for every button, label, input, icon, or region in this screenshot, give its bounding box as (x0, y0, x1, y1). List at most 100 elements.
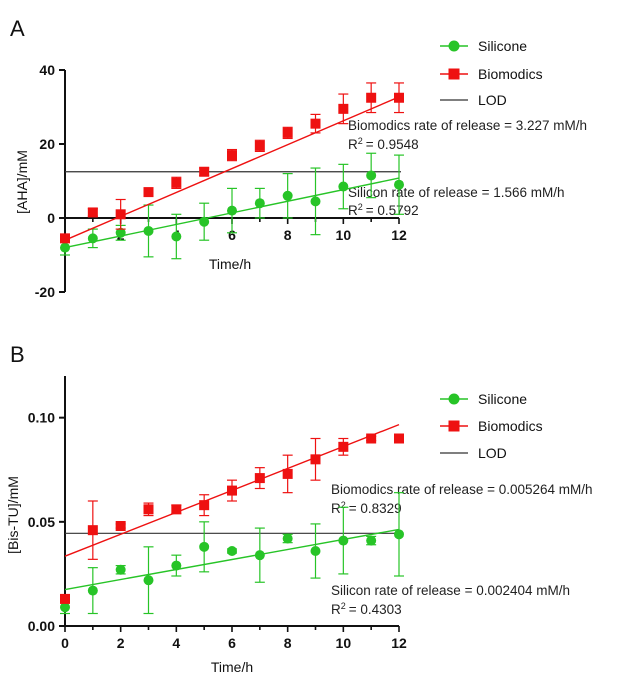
biomodics-point-b (143, 504, 154, 515)
panel-b-xlabel: Time/h (211, 659, 253, 675)
silicone-point-a (87, 233, 98, 244)
legend-biomodics-marker-b (448, 420, 460, 432)
biomodics-point-b (338, 441, 349, 452)
silicone-point-b (171, 560, 182, 571)
legend-silicone-marker-b (448, 393, 460, 405)
silicone-point-b (60, 602, 70, 613)
biomodics-point-a (199, 166, 210, 177)
panel-b: B 0.10 0.05 0.00 0 2 4 6 8 10 12 [Bis-TU]/mM Time… (5, 342, 593, 675)
silicone-point-a (143, 225, 154, 236)
biomodics-point-a (87, 207, 98, 218)
annotation-biomodics-rate-b: Biomodics rate of release = 0.005264 mM/… (331, 482, 593, 497)
biomodics-point-b (394, 433, 404, 444)
biomodics-point-a (254, 140, 265, 151)
legend-biomodics-marker-a (448, 68, 460, 80)
silicone-point-b (366, 535, 377, 546)
panel-b-legend: Silicone Biomodics LOD (440, 391, 543, 461)
y-tick-label-b: 0.00 (28, 618, 55, 634)
y-tick-label-b: 0.05 (28, 514, 55, 530)
biomodics-point-a (282, 127, 293, 138)
biomodics-point-b (199, 500, 210, 511)
annotation-silicon-r2-value-a: = 0.5792 (366, 203, 419, 218)
annotation-silicon-r2-a: R2 = 0.5792 (348, 202, 419, 218)
silicone-point-a (394, 179, 404, 190)
y-tick-label-a: 0 (47, 210, 55, 226)
y-tick-label-a: -20 (35, 284, 55, 300)
silicone-point-b (143, 575, 154, 586)
silicone-point-a (115, 227, 126, 238)
silicone-point-a (171, 231, 182, 242)
x-tick-label-a: 12 (391, 227, 407, 243)
biomodics-point-b (366, 433, 377, 444)
x-tick-label-b: 2 (117, 635, 125, 651)
silicone-point-b (394, 529, 404, 540)
legend-lod-label-a: LOD (478, 92, 507, 108)
panel-b-annotations: Biomodics rate of release = 0.005264 mM/… (331, 482, 593, 617)
silicone-fit-line-b (64, 528, 400, 591)
silicone-point-a (254, 198, 265, 209)
silicone-point-b (227, 546, 237, 556)
legend-silicone-label-a: Silicone (478, 38, 527, 54)
panel-a-legend: Silicone Biomodics LOD (440, 38, 543, 108)
x-tick-label-b: 4 (172, 635, 180, 651)
biomodics-point-b (87, 525, 98, 536)
annotation-silicon-r2-value-b: = 0.4303 (349, 602, 402, 617)
legend-biomodics-label-a: Biomodics (478, 66, 543, 82)
annotation-silicon-rate-a: Silicon rate of release = 1.566 mM/h (348, 185, 565, 200)
x-tick-label-a: 8 (284, 227, 292, 243)
y-tick-label-a: 20 (39, 136, 55, 152)
annotation-silicon-r2-b: R2 = 0.4303 (331, 601, 402, 617)
silicone-point-b (282, 533, 293, 544)
x-tick-label-b: 6 (228, 635, 236, 651)
silicone-point-a (227, 205, 237, 216)
silicone-point-a (338, 181, 349, 192)
silicone-point-b (254, 550, 265, 561)
legend-silicone-marker-a (448, 40, 460, 52)
silicone-point-b (115, 564, 126, 575)
x-tick-label-b: 8 (284, 635, 292, 651)
biomodics-point-a (310, 118, 321, 129)
x-tick-label-b: 12 (391, 635, 407, 651)
silicone-point-a (366, 170, 377, 181)
biomodics-point-a (366, 92, 377, 103)
panel-b-plot (60, 423, 404, 615)
x-tick-label-b: 0 (61, 635, 69, 651)
biomodics-point-b (254, 473, 265, 484)
silicone-point-b (199, 541, 210, 552)
x-tick-label-b: 10 (336, 635, 352, 651)
silicone-point-a (199, 216, 210, 227)
panel-a-annotations: Biomodics rate of release = 3.227 mM/h R… (348, 118, 587, 218)
biomodics-point-a (143, 187, 154, 198)
panel-a-label: A (10, 16, 25, 41)
silicone-point-b (310, 546, 321, 556)
silicone-point-a (60, 242, 70, 253)
biomodics-point-a (171, 177, 182, 188)
y-tick-label-b: 0.10 (28, 410, 55, 426)
legend-biomodics-label-b: Biomodics (478, 418, 543, 434)
annotation-biomodics-r2-a: R2 = 0.9548 (348, 136, 419, 152)
silicone-point-a (310, 196, 321, 207)
biomodics-point-a (338, 103, 349, 114)
x-tick-label-a: 6 (228, 227, 236, 243)
annotation-silicon-rate-b: Silicon rate of release = 0.002404 mM/h (331, 583, 570, 598)
silicone-point-b (87, 585, 98, 596)
panel-b-axes: 0.10 0.05 0.00 0 2 4 6 8 10 12 (28, 376, 407, 651)
legend-silicone-label-b: Silicone (478, 391, 527, 407)
annotation-biomodics-r2-value-a: = 0.9548 (366, 137, 419, 152)
y-tick-label-a: 40 (39, 62, 55, 78)
biomodics-point-b (282, 468, 293, 479)
biomodics-point-b (171, 504, 182, 515)
biomodics-point-b (310, 454, 321, 465)
biomodics-point-a (115, 209, 126, 220)
annotation-biomodics-rate-a: Biomodics rate of release = 3.227 mM/h (348, 118, 587, 133)
silicone-point-a (282, 190, 293, 201)
biomodics-point-b (60, 593, 70, 604)
biomodics-point-b (115, 521, 126, 531)
x-tick-label-a: 10 (336, 227, 352, 243)
panel-a-ylabel: [AHA]/mM (14, 150, 30, 214)
biomodics-point-a (227, 150, 237, 161)
silicone-point-b (338, 535, 349, 546)
annotation-biomodics-r2-b: R2 = 0.8329 (331, 500, 402, 516)
